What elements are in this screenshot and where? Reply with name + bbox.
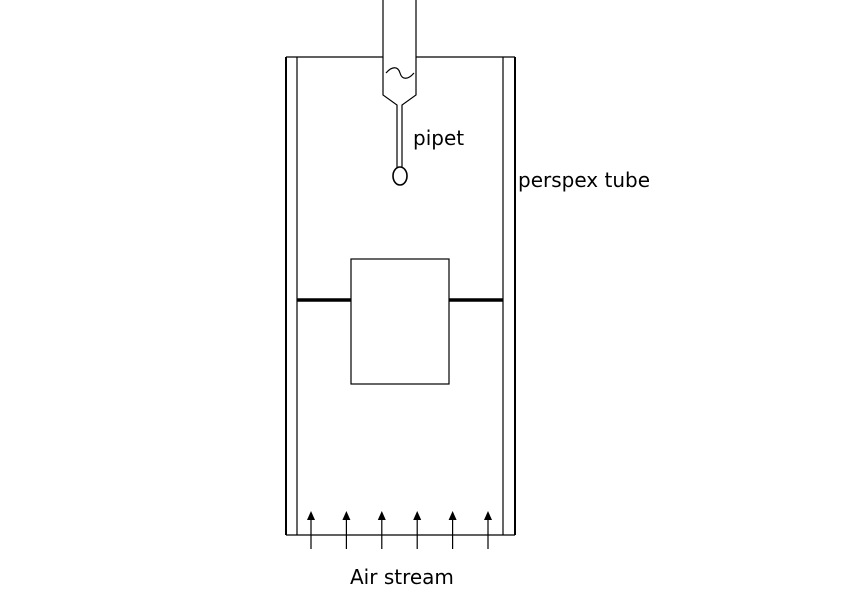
pipet-body — [382, 0, 417, 168]
sample-holder — [297, 258, 503, 385]
air-stream-label: Air stream — [350, 565, 454, 589]
air-arrow-icon — [307, 511, 315, 549]
air-arrow-icon — [377, 511, 386, 549]
pipet — [382, 0, 417, 186]
perspex-tube — [285, 56, 516, 536]
air-arrow-head — [413, 511, 422, 520]
air-stream-arrows — [307, 511, 492, 549]
perspex-tube-label: perspex tube — [518, 168, 650, 192]
air-arrow-head — [448, 511, 457, 520]
pipet-liquid-level-icon — [385, 67, 415, 79]
air-arrow-icon — [342, 511, 351, 549]
air-arrow-icon — [413, 511, 422, 549]
pipet-label: pipet — [413, 126, 464, 150]
sample-block — [350, 258, 450, 385]
pipet-droplet — [392, 166, 408, 186]
air-arrow-head — [307, 511, 315, 520]
air-arrow-head — [377, 511, 386, 520]
air-arrow-icon — [448, 511, 457, 549]
air-arrow-head — [484, 511, 492, 520]
air-arrow-head — [342, 511, 351, 520]
air-arrow-icon — [484, 511, 492, 549]
